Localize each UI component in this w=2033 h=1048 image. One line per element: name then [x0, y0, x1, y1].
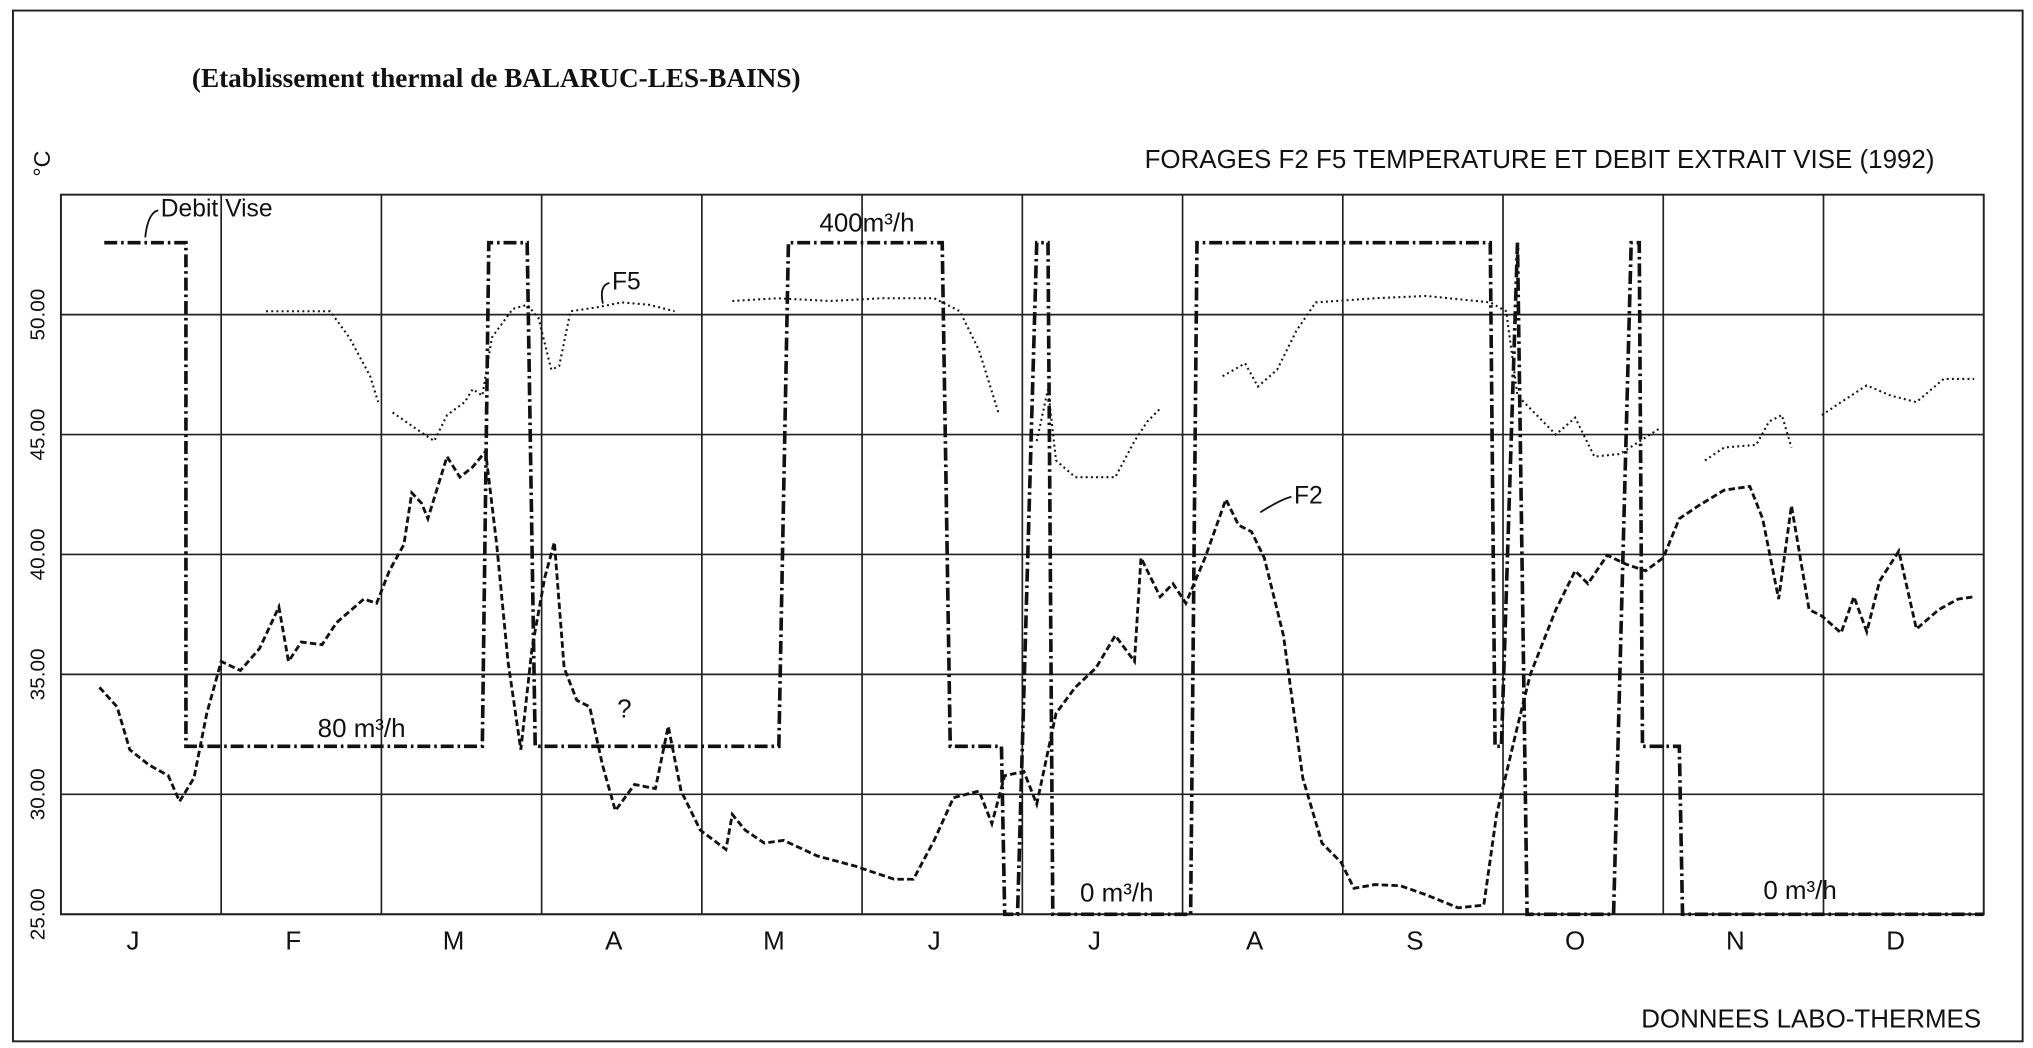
callout-leader: [144, 209, 159, 238]
series-line: [266, 294, 1975, 479]
x-tick-label: A: [605, 928, 623, 956]
callout-leader: [600, 281, 610, 304]
subtitle: (Etablissement thermal de BALARUC-LES-BA…: [192, 63, 801, 93]
frame: [11, 9, 2024, 1043]
callout-leader: [1259, 495, 1292, 514]
x-tick-label: J: [127, 928, 140, 956]
series-line: [104, 240, 1984, 917]
x-tick-label: D: [1886, 928, 1905, 956]
annotation: 0 m³/h: [1763, 877, 1836, 905]
x-tick-label: F: [285, 928, 301, 956]
y-tick-label: 40.00: [26, 529, 49, 581]
series-line: [98, 447, 1975, 910]
y-tick-label: 25.00: [26, 888, 49, 940]
annotation: 0 m³/h: [1080, 880, 1153, 908]
x-tick-label: M: [763, 928, 785, 956]
series-label: F2: [1294, 482, 1323, 509]
annotation: 80 m³/h: [318, 715, 406, 743]
x-tick-label: O: [1565, 928, 1585, 956]
y-axis-label: °C: [29, 150, 55, 176]
y-tick-label: 30.00: [26, 768, 49, 820]
series-label: Debit Vise: [161, 196, 273, 223]
x-tick-label: J: [1088, 928, 1101, 956]
source: DONNEES LABO-THERMES: [1641, 1005, 1981, 1033]
x-tick-label: S: [1406, 928, 1423, 956]
annotation: 400m³/h: [819, 209, 914, 237]
y-tick-label: 35.00: [26, 648, 49, 700]
x-tick-label: A: [1246, 928, 1264, 956]
x-tick-label: N: [1726, 928, 1745, 956]
chart-title: FORAGES F2 F5 TEMPERATURE ET DEBIT EXTRA…: [1145, 146, 1935, 174]
annotation: ?: [617, 696, 631, 724]
y-tick-label: 45.00: [26, 409, 49, 461]
series-label: F5: [612, 268, 641, 295]
x-tick-label: M: [443, 928, 465, 956]
y-tick-label: 50.00: [26, 289, 49, 341]
x-tick-label: J: [928, 928, 941, 956]
